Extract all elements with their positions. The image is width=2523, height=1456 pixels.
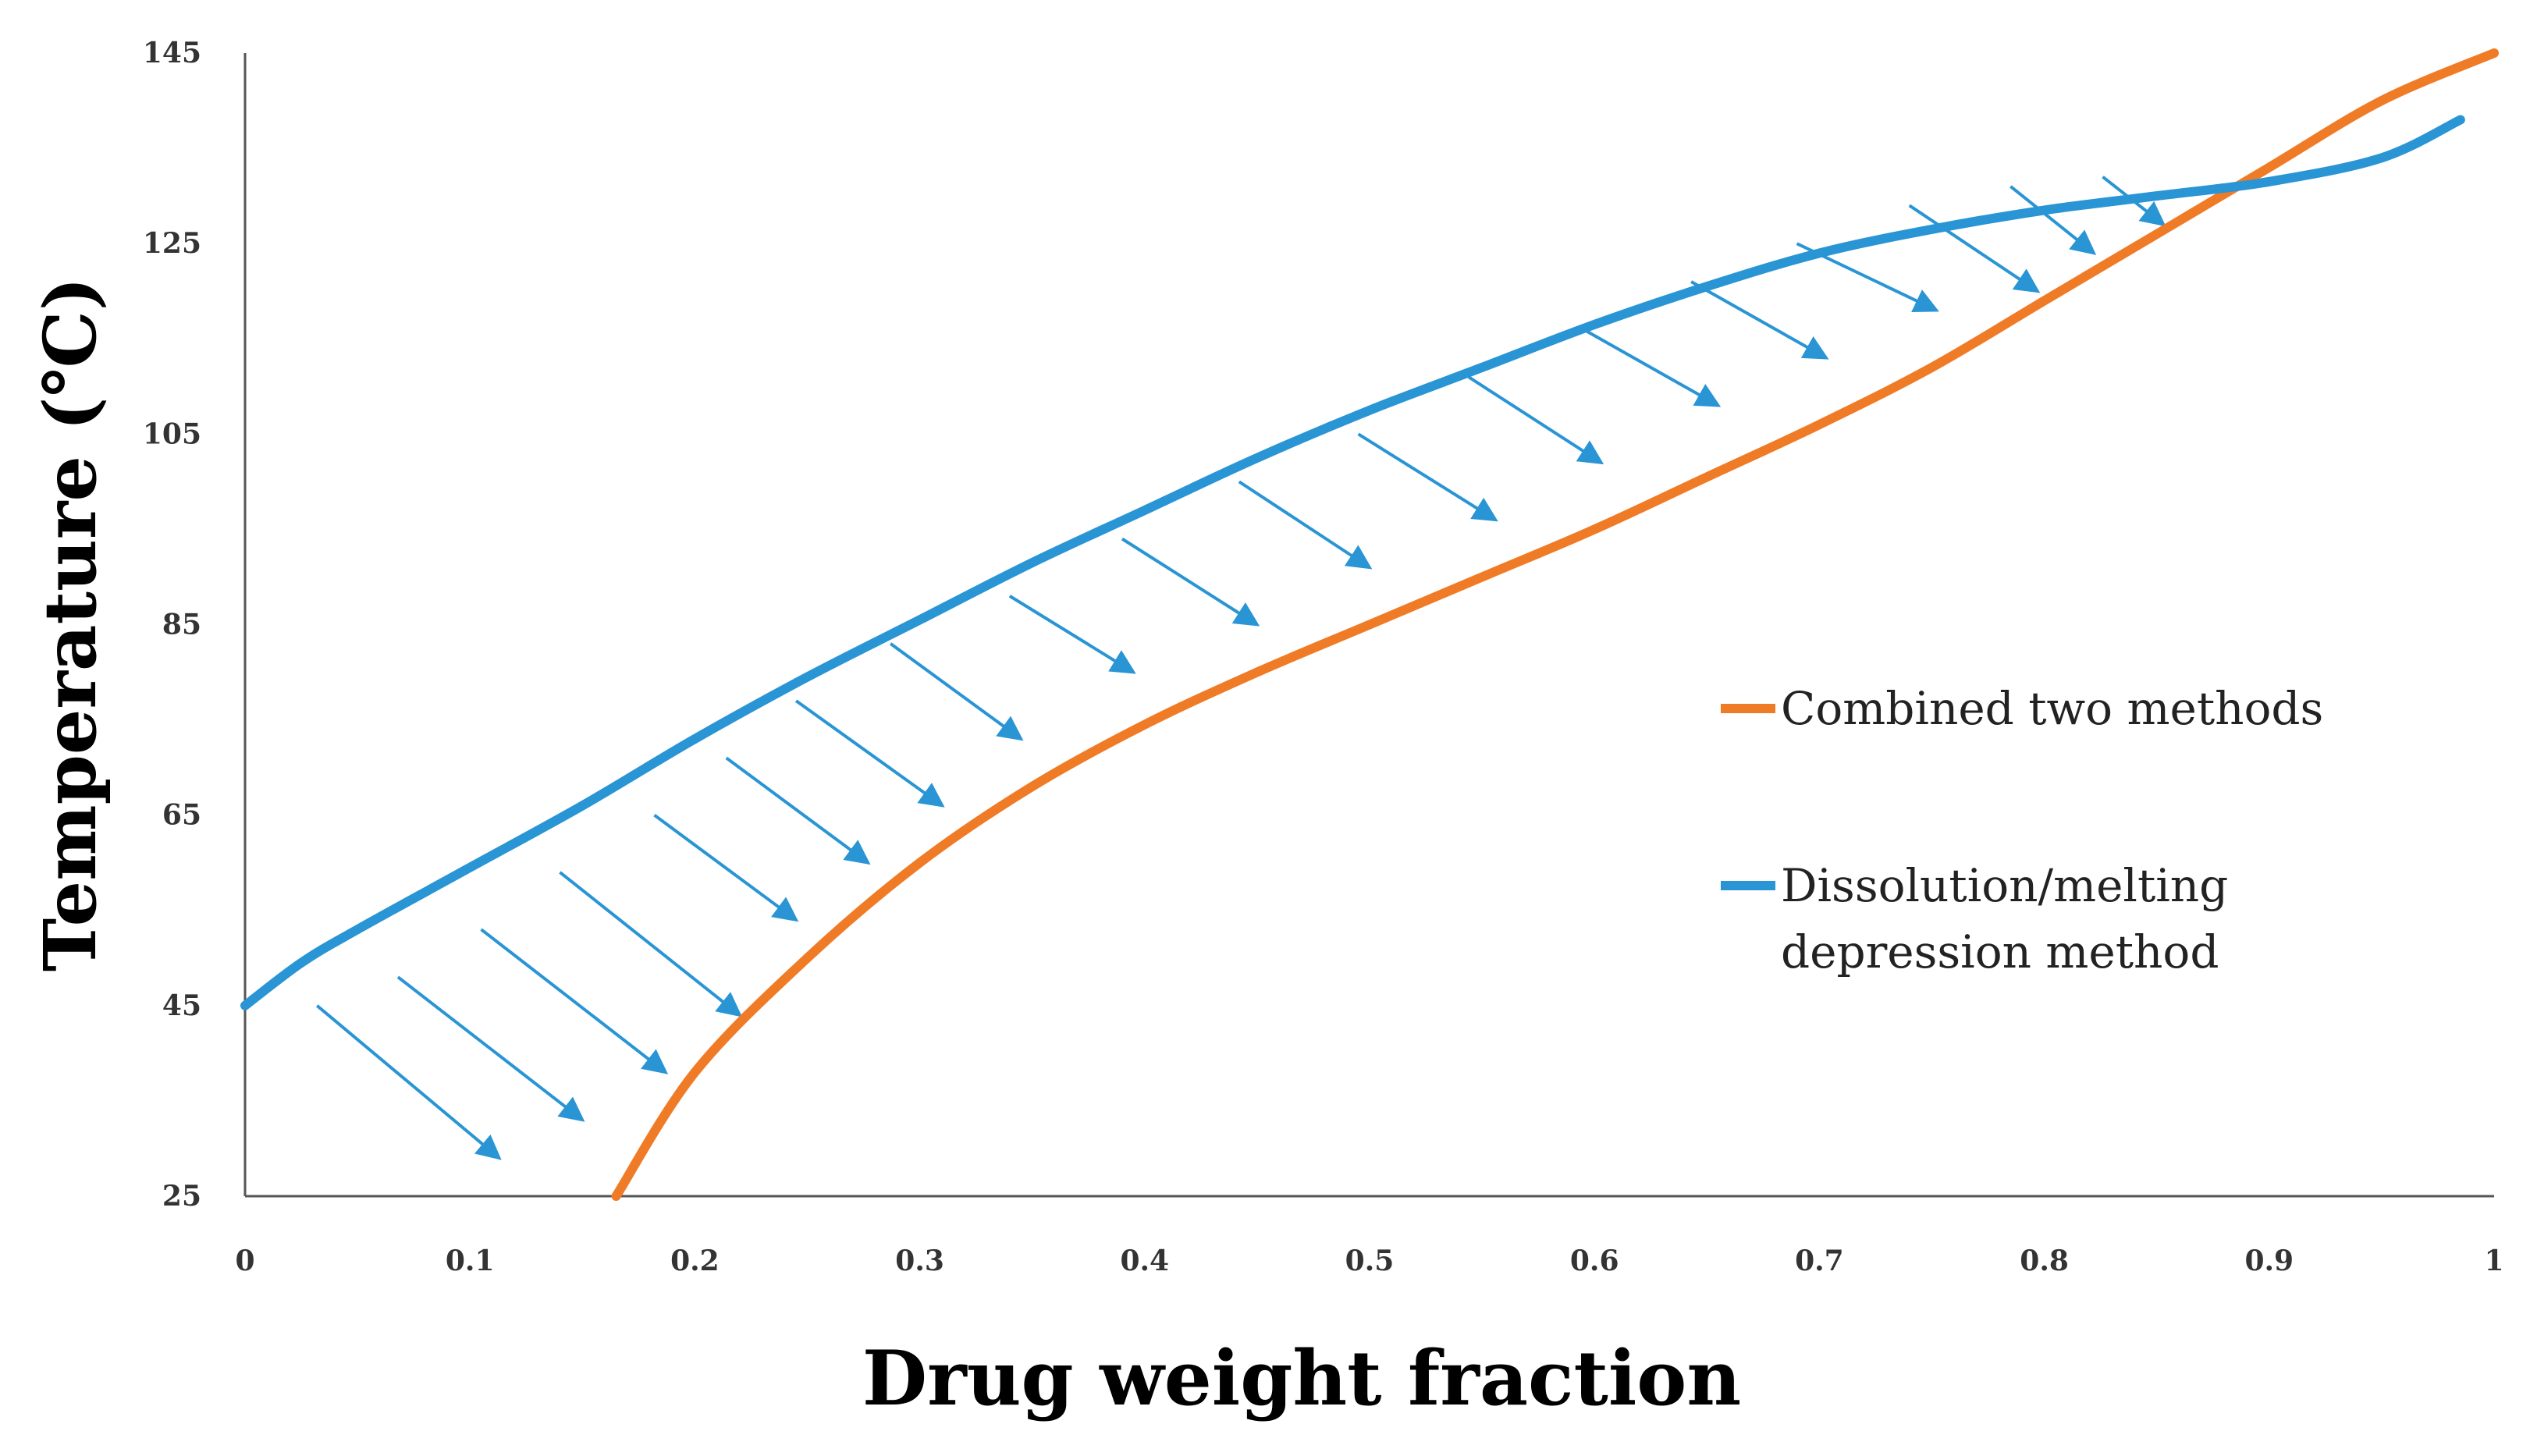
y-tick-label: 125 [143,227,201,260]
x-tick-label: 0.5 [1345,1245,1395,1277]
shift-arrow [1467,375,1604,465]
shift-arrows [315,176,2166,1160]
x-tick-label: 0.3 [895,1245,944,1277]
shift-arrow [1238,480,1373,570]
shift-arrow [315,1004,502,1160]
x-tick-label: 0.6 [1570,1245,1619,1277]
x-tick-label: 0.1 [446,1245,495,1277]
legend: Combined two methods Dissolution/melting… [1721,682,2323,978]
y-tick-label: 85 [162,609,201,641]
x-tick-label: 0.9 [2244,1245,2294,1277]
x-tick-label: 0.8 [2020,1245,2069,1277]
x-tick-labels: 0 0.1 0.2 0.3 0.4 0.5 0.6 0.7 0.8 0.9 1 [235,1245,2503,1277]
x-tick-label: 0.2 [670,1245,720,1277]
legend-label-dissolution-line2: depression method [1781,925,2219,978]
series-lines [240,48,2499,1201]
x-tick-label: 1 [2484,1245,2503,1277]
x-tick-label: 0 [235,1245,254,1277]
series-line-dissolution [240,115,2465,1010]
y-tick-label: 45 [162,989,201,1022]
y-tick-label: 25 [162,1180,201,1213]
x-tick-label: 0.7 [1795,1245,1844,1277]
y-tick-label: 65 [162,799,201,832]
shift-arrow [653,814,799,922]
shift-arrow [1121,537,1260,627]
x-tick-label: 0.4 [1120,1245,1169,1277]
x-axis-title: Drug weight fraction [862,1334,1741,1422]
shift-arrow [559,871,743,1017]
shift-arrow [1582,328,1722,407]
shift-arrow [1908,204,2041,293]
shift-arrow [396,975,585,1122]
legend-label-dissolution-line1: Dissolution/melting [1781,859,2228,912]
y-axis-title: Temperature (℃) [28,277,112,971]
y-tick-label: 105 [143,417,201,450]
legend-label-combined: Combined two methods [1781,682,2323,735]
shift-arrow [889,642,1024,741]
shift-arrow [2010,185,2097,255]
shift-arrow [1690,280,1829,360]
y-tick-label: 145 [143,37,201,69]
shift-arrow [1008,595,1136,674]
shift-arrow [1357,432,1498,522]
y-tick-labels: 25 45 65 85 105 125 145 [143,37,201,1213]
shift-arrow [725,756,871,865]
shift-arrow [794,699,945,808]
shift-arrow [480,928,669,1074]
series-line-combined [611,48,2499,1201]
